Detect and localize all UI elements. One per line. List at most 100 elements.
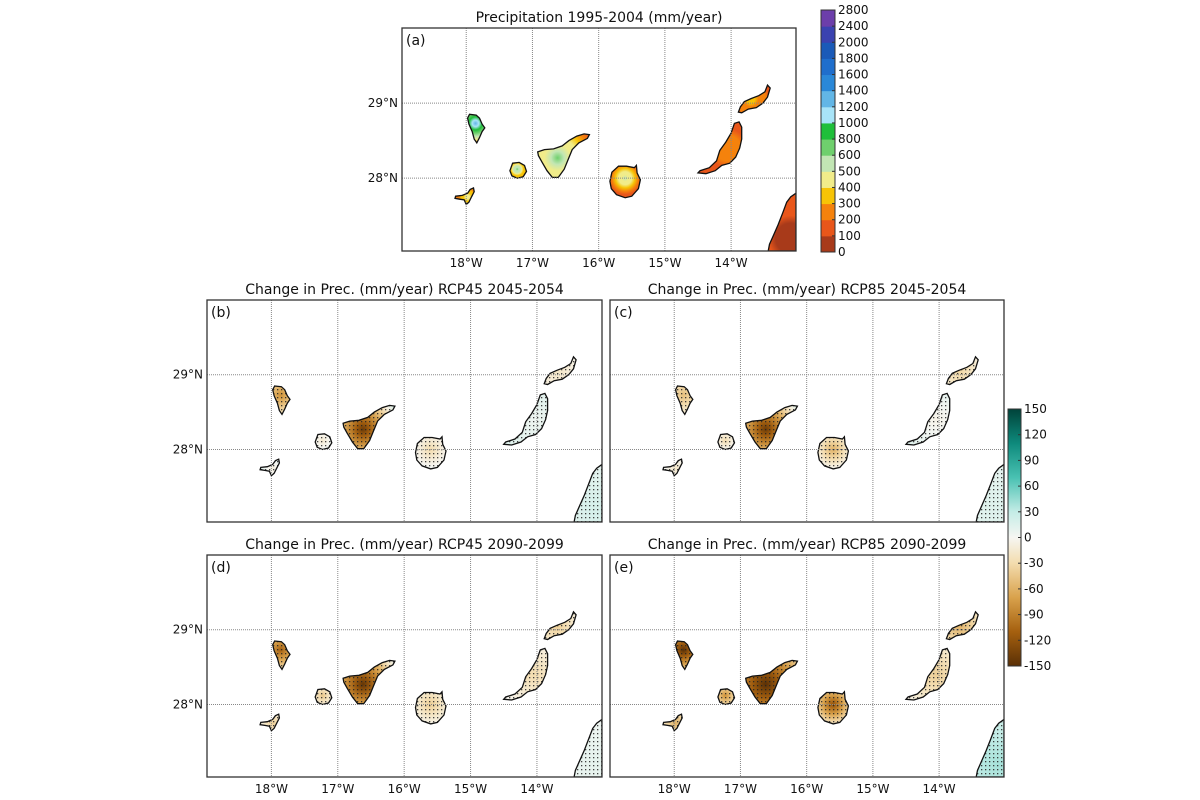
island-el-hierro-coastline bbox=[662, 713, 683, 732]
panel-title: Change in Prec. (mm/year) RCP45 2045-205… bbox=[245, 282, 564, 298]
island-la-gomera bbox=[509, 162, 527, 179]
island-la-gomera-stippling bbox=[315, 688, 332, 705]
island-el-hierro-coastline bbox=[259, 713, 281, 732]
colorbar-tick-label: 1800 bbox=[838, 51, 869, 65]
map-panel-c: Change in Prec. (mm/year) RCP85 2045-205… bbox=[609, 282, 1005, 523]
map-panel-e: 18°W 17°W 16°W 15°W 14°W Change in Prec. (mm/… bbox=[609, 537, 1005, 796]
colorbar-bin bbox=[821, 26, 835, 43]
x-tick-label: 18°W bbox=[658, 782, 691, 796]
colorbar-bin bbox=[821, 155, 835, 172]
island-la-gomera-coastline bbox=[717, 688, 736, 706]
x-tick-label: 18°W bbox=[450, 256, 483, 270]
colorbar-tick-label: -90 bbox=[1024, 608, 1044, 622]
panel-label: (c) bbox=[614, 305, 633, 321]
island-el-hierro-coastline bbox=[259, 458, 281, 477]
colorbar-bin bbox=[821, 10, 835, 27]
panel-title: Precipitation 1995-2004 (mm/year) bbox=[476, 10, 723, 26]
x-tick-label: 14°W bbox=[520, 782, 553, 796]
island-africa-coastline bbox=[767, 192, 796, 251]
colorbar-tick-label: 300 bbox=[838, 197, 861, 211]
colorbar-tick-label: 400 bbox=[838, 180, 861, 194]
island-la-gomera-stippling bbox=[315, 433, 332, 450]
panel-title: Change in Prec. (mm/year) RCP85 2090-209… bbox=[648, 537, 967, 553]
colorbar-tick-label: 1200 bbox=[838, 100, 869, 114]
island-gran-canaria-coastline bbox=[817, 435, 850, 470]
island-africa-coastline bbox=[573, 718, 602, 777]
island-fuerteventura-coastline bbox=[904, 392, 951, 446]
x-tick-label: 17°W bbox=[724, 782, 757, 796]
island-fuerteventura-coastline bbox=[904, 647, 951, 701]
x-tick-label: 17°W bbox=[516, 256, 549, 270]
map-frame bbox=[401, 27, 797, 252]
x-tick-label: 15°W bbox=[856, 782, 889, 796]
colorbar-tick-label: 30 bbox=[1024, 505, 1039, 519]
colorbar-bin bbox=[821, 235, 835, 253]
island-gran-canaria-stippling bbox=[817, 436, 849, 469]
x-tick-label: 15°W bbox=[648, 256, 681, 270]
colorbar-tick-label: 2400 bbox=[838, 19, 869, 33]
y-tick-label: 29°N bbox=[173, 368, 203, 382]
y-tick-label: 29°N bbox=[368, 96, 398, 110]
colorbar-bin bbox=[821, 74, 835, 92]
x-tick-label: 14°W bbox=[715, 256, 748, 270]
map-frame bbox=[609, 299, 1005, 523]
island-lanzarote-stippling bbox=[946, 611, 979, 640]
island-africa-stippling bbox=[574, 719, 602, 777]
x-tick-label: 17°W bbox=[321, 782, 354, 796]
island-africa-coastline bbox=[975, 463, 1004, 522]
colorbar-tick-label: 1000 bbox=[838, 116, 869, 130]
island-gran-canaria-coastline bbox=[817, 690, 850, 725]
island-fuerteventura-coastline bbox=[502, 392, 549, 446]
island-lanzarote-coastline bbox=[543, 610, 577, 641]
island-gran-canaria-coastline bbox=[414, 690, 447, 725]
x-tick-label: 16°W bbox=[582, 256, 615, 270]
island-la-gomera-stippling bbox=[717, 688, 735, 705]
colorbar-bin bbox=[821, 171, 835, 188]
colorbar-tick-label: 200 bbox=[838, 213, 861, 227]
map-frame bbox=[206, 299, 603, 523]
map-panel-a: 18°W 17°W 16°W 15°W 14°W 29°N 28°N Precipitatio… bbox=[368, 10, 797, 270]
island-lanzarote bbox=[738, 85, 771, 113]
island-lanzarote-coastline bbox=[945, 355, 979, 386]
map-panel-b: 29°N 28°N Change in Prec. (mm/year) RCP45 … bbox=[173, 282, 603, 523]
island-gran-canaria-coastline bbox=[609, 163, 642, 199]
colorbar-tick-label: 2000 bbox=[838, 35, 869, 49]
panel-label: (a) bbox=[406, 33, 426, 49]
island-africa-coastline bbox=[573, 463, 602, 522]
colorbar-bin bbox=[821, 139, 835, 156]
map-frame bbox=[206, 554, 603, 778]
island-lanzarote-coastline bbox=[543, 355, 577, 386]
panel-title: Change in Prec. (mm/year) RCP45 2090-209… bbox=[245, 537, 564, 553]
colorbar-precipitation: 0 100 200 300 400 500 600 800 1000 1200 1400 1600 18… bbox=[820, 3, 869, 259]
island-gran-canaria-stippling bbox=[415, 436, 446, 469]
island-tenerife-coastline bbox=[342, 404, 396, 450]
colorbar-tick-label: 100 bbox=[838, 229, 861, 243]
x-tick-label: 15°W bbox=[454, 782, 487, 796]
colorbar-bin bbox=[821, 122, 835, 140]
colorbar-tick-label: 500 bbox=[838, 164, 861, 178]
y-tick-label: 29°N bbox=[173, 623, 203, 637]
panel-title: Change in Prec. (mm/year) RCP85 2045-205… bbox=[648, 282, 967, 298]
island-tenerife-coastline bbox=[744, 404, 799, 450]
island-la-palma-coastline bbox=[272, 640, 291, 671]
island-lanzarote-stippling bbox=[946, 356, 979, 385]
colorbar-bin bbox=[821, 203, 835, 221]
y-tick-label: 28°N bbox=[173, 697, 203, 711]
island-gran-canaria-stippling bbox=[415, 691, 446, 724]
panel-label: (d) bbox=[211, 560, 231, 576]
island-la-gomera-coastline bbox=[314, 688, 333, 706]
island-la-gomera-coastline bbox=[509, 161, 528, 179]
island-la-gomera-coastline bbox=[314, 433, 333, 451]
panel-label: (b) bbox=[211, 305, 231, 321]
island-lanzarote-stippling bbox=[544, 356, 577, 385]
map-panel-d: 18°W 17°W 16°W 15°W 14°W 29°N 28°N Change in Pr… bbox=[173, 537, 603, 796]
colorbar-bin bbox=[821, 58, 835, 76]
colorbar-tick-label: -30 bbox=[1024, 556, 1044, 570]
colorbar-tick-label: 800 bbox=[838, 132, 861, 146]
island-africa-stippling bbox=[574, 464, 602, 522]
island-fuerteventura-coastline bbox=[696, 121, 743, 175]
colorbar-tick-label: 90 bbox=[1024, 453, 1039, 467]
island-gran-canaria bbox=[609, 165, 641, 198]
island-tenerife-coastline bbox=[536, 133, 591, 179]
